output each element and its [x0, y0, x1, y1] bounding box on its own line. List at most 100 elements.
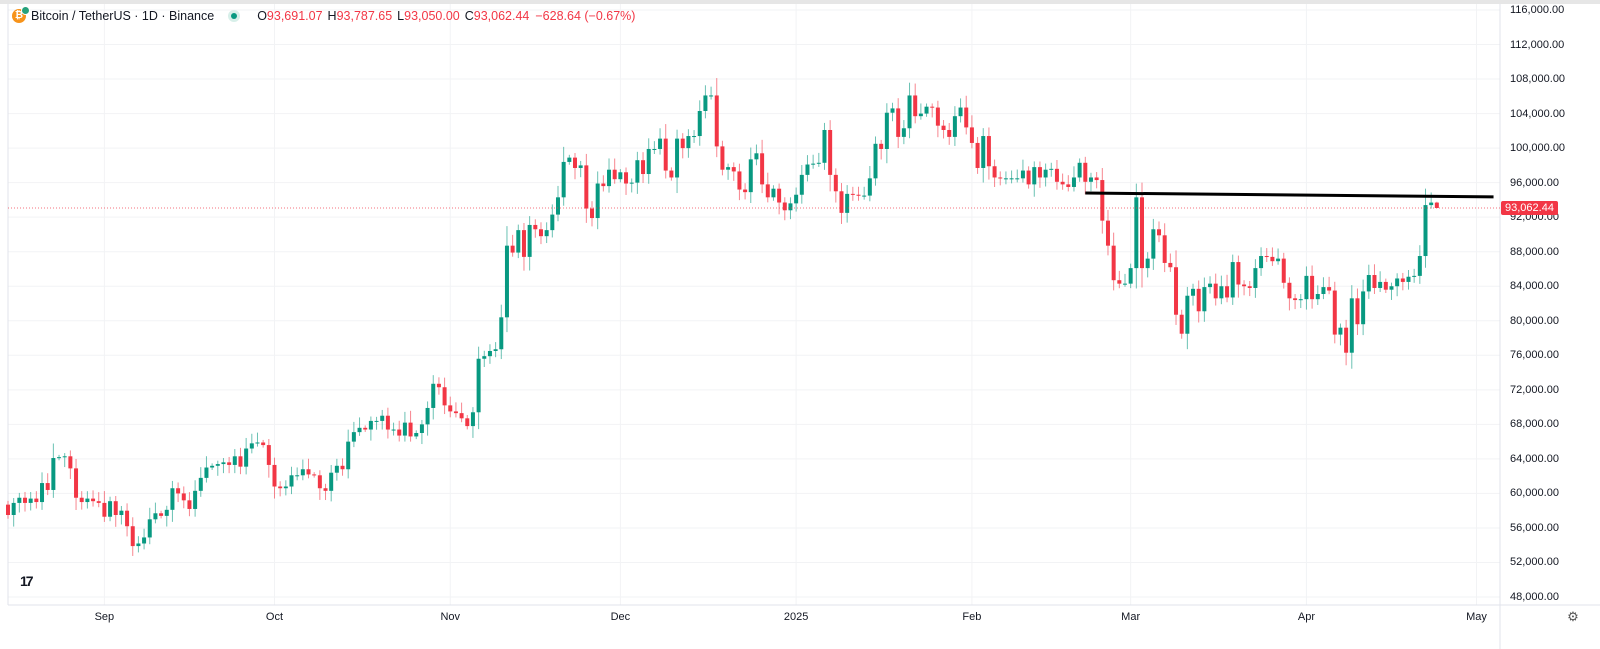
candle-body: [436, 383, 441, 388]
candle-body: [453, 411, 458, 414]
candle-body: [1100, 180, 1105, 221]
candle-body: [1253, 268, 1258, 288]
price-tick-label: 56,000.00: [1510, 521, 1559, 534]
candle-body: [1412, 275, 1417, 277]
symbol-title[interactable]: Bitcoin / TetherUS · 1D · Binance: [31, 9, 215, 23]
candle-body: [487, 350, 492, 357]
close-label: C: [464, 9, 474, 23]
candle-body: [765, 184, 770, 198]
candle-body: [816, 162, 821, 164]
candle-body: [1434, 202, 1439, 209]
price-tick-label: 68,000.00: [1510, 418, 1559, 431]
candle-body: [573, 157, 577, 168]
candle-body: [555, 197, 560, 215]
candle-body: [1037, 167, 1042, 178]
candle-body: [74, 468, 79, 498]
candle-body: [351, 432, 356, 442]
candle-body: [62, 456, 67, 458]
candle-body: [419, 424, 424, 433]
candle-body: [340, 465, 345, 470]
price-tick-label: 84,000.00: [1510, 280, 1559, 293]
candle-body: [578, 165, 583, 168]
candle-body: [1310, 275, 1315, 300]
candle-body: [198, 477, 203, 491]
candle-body: [255, 442, 260, 444]
candle-body: [521, 230, 526, 257]
candle-body: [1332, 290, 1337, 335]
candle-body: [1179, 314, 1184, 334]
candle-body: [368, 420, 373, 430]
candle-body: [249, 443, 254, 449]
candle-body: [641, 160, 646, 175]
candle-body: [1020, 170, 1025, 179]
price-tick-label: 64,000.00: [1510, 452, 1559, 465]
candle-body: [822, 129, 827, 163]
candle-body: [1094, 177, 1099, 181]
candle-body: [981, 136, 986, 168]
candle-body: [1105, 220, 1110, 246]
candle-body: [6, 504, 10, 516]
candle-body: [754, 153, 759, 160]
candle-body: [113, 501, 118, 516]
candle-body: [686, 136, 691, 149]
candle-body: [1400, 278, 1405, 282]
candle-body: [782, 202, 787, 211]
price-tick-label: 96,000.00: [1510, 176, 1559, 189]
candle-body: [646, 148, 651, 175]
candle-body: [397, 429, 402, 436]
time-tick-label: Feb: [962, 611, 982, 623]
tradingview-logo-icon[interactable]: 17: [20, 573, 34, 589]
settings-gear-icon[interactable]: ⚙: [1567, 609, 1579, 624]
candle-body: [1049, 168, 1054, 170]
candle-body: [323, 488, 328, 491]
candle-body: [1140, 197, 1144, 269]
candle-body: [125, 510, 130, 527]
candle-body: [1071, 177, 1076, 187]
candle-body: [1174, 267, 1179, 315]
candle-body: [465, 418, 470, 427]
candle-body: [907, 95, 912, 129]
low-label: L: [397, 9, 405, 23]
time-tick-label: Sep: [94, 611, 115, 623]
candle-body: [153, 513, 158, 520]
candle-body: [1259, 256, 1264, 269]
candle-body: [1281, 258, 1286, 283]
candle-body: [108, 501, 113, 517]
candle-body: [51, 458, 56, 490]
candle-body: [867, 178, 872, 196]
price-tick-label: 80,000.00: [1510, 314, 1559, 327]
candle-body: [68, 456, 73, 469]
candle-body: [147, 519, 152, 538]
candle-body: [23, 497, 28, 503]
time-tick-label: 2025: [783, 611, 809, 623]
candle-body: [1406, 276, 1411, 282]
candle-body: [992, 166, 997, 178]
candle-body: [295, 475, 300, 477]
candle-body: [737, 171, 742, 190]
candle-body: [510, 245, 515, 253]
candle-body: [624, 172, 629, 184]
candle-body: [538, 229, 543, 237]
candle-body: [1355, 298, 1360, 325]
candle-body: [130, 526, 135, 547]
candle-body: [499, 317, 504, 350]
resistance-trendline[interactable]: [1085, 191, 1494, 199]
candle-body: [952, 116, 957, 137]
candle-body: [828, 129, 833, 175]
candle-body: [760, 153, 765, 185]
candle-body: [845, 193, 850, 213]
candle-body: [261, 442, 266, 446]
candle-body: [380, 415, 385, 421]
candle-body: [45, 483, 50, 490]
candle-body: [1077, 162, 1082, 178]
candle-body: [1264, 256, 1269, 258]
last-price-label: 93,062.44: [1501, 201, 1558, 215]
candle-body: [595, 183, 600, 219]
candle-body: [709, 95, 714, 97]
candle-body: [1213, 283, 1218, 299]
candle-body: [930, 106, 935, 108]
candle-body: [306, 469, 311, 475]
candle-body: [601, 183, 606, 187]
